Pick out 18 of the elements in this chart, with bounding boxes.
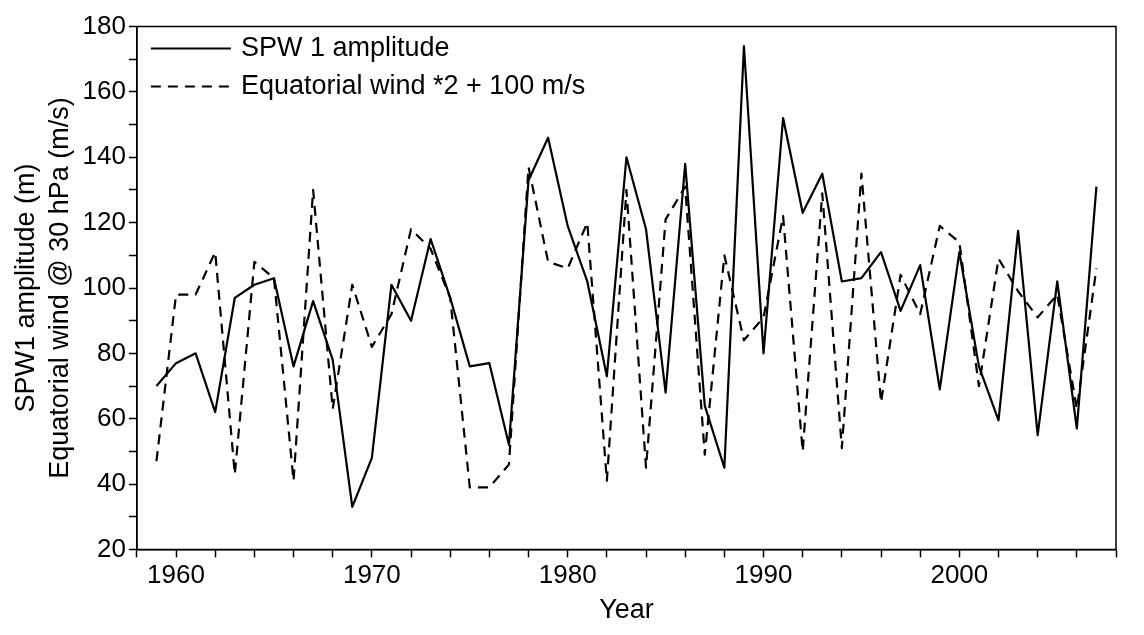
y-tick-label: 80 [96,336,126,367]
x-tick-label: 1960 [147,559,205,590]
y-tick-label: 120 [82,205,126,236]
y-tick-label: 20 [96,532,126,563]
x-tick-label: 1980 [538,559,597,590]
x-tick-label: 2000 [930,559,989,590]
x-axis-title: Year [599,594,654,625]
legend-label: SPW 1 amplitude [240,32,450,63]
x-tick-label: 1990 [734,559,793,590]
legend-label: Equatorial wind *2 + 100 m/s [240,70,586,101]
y-tick-label: 180 [82,9,126,40]
y-tick-label: 100 [82,271,126,302]
y-tick-label: 40 [96,467,126,498]
y-tick-label: 160 [82,75,126,106]
y-tick-label: 60 [96,401,126,432]
x-tick-label: 1970 [342,559,401,590]
y-tick-label: 140 [82,140,126,171]
y-axis-title: SPW1 amplitude (m) Equatorial wind @ 30 hPa (m/s) [10,97,75,479]
